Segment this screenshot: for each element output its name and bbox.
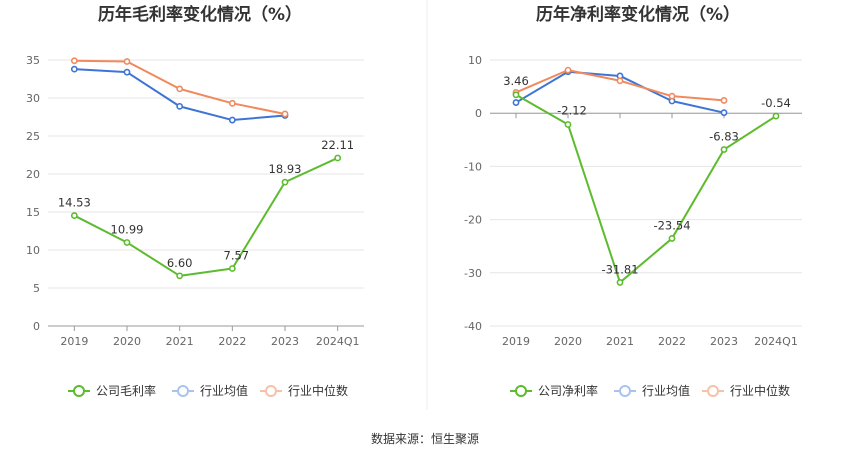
data-label: 22.11	[321, 138, 354, 152]
data-point	[123, 68, 131, 76]
data-point	[616, 77, 624, 85]
x-tick-label: 2022	[658, 335, 686, 348]
data-point	[123, 239, 131, 246]
legend-label: 公司毛利率	[96, 383, 156, 398]
data-point	[281, 178, 289, 186]
x-tick-label: 2024Q1	[316, 335, 360, 348]
data-label: -23.54	[653, 218, 690, 232]
data-point	[512, 91, 520, 99]
chart-title: 历年净利率变化情况（%）	[536, 4, 740, 25]
y-tick-label: -40	[464, 320, 482, 333]
legend-label: 公司净利率	[538, 383, 598, 398]
data-point	[70, 212, 78, 219]
series-line	[515, 93, 777, 284]
data-point	[772, 112, 780, 120]
legend-marker	[265, 385, 277, 397]
series-line	[73, 157, 339, 277]
y-tick-label: -10	[464, 160, 482, 173]
y-tick-label: 20	[26, 168, 40, 181]
y-tick-label: 35	[26, 54, 40, 67]
data-label: 3.46	[503, 74, 529, 88]
data-point	[720, 109, 728, 117]
data-point	[228, 99, 236, 107]
x-tick-label: 2022	[218, 335, 246, 348]
x-tick-label: 2021	[606, 335, 634, 348]
x-tick-label: 2019	[502, 335, 530, 348]
y-tick-label: 0	[33, 320, 40, 333]
data-point	[281, 110, 289, 118]
series-line	[74, 68, 286, 122]
legend-marker	[177, 385, 189, 397]
data-label: 6.60	[167, 256, 193, 270]
data-label: 7.57	[224, 248, 250, 262]
data-point	[668, 235, 676, 242]
data-point	[512, 99, 520, 106]
data-point	[334, 154, 342, 162]
legend-label: 行业中位数	[730, 383, 790, 398]
data-label: -6.83	[709, 130, 739, 144]
y-tick-label: 10	[26, 244, 40, 257]
x-tick-label: 2021	[166, 335, 194, 348]
y-tick-label: 15	[26, 206, 40, 219]
data-point	[720, 146, 728, 153]
y-tick-label: 0	[475, 107, 482, 120]
data-point	[70, 57, 78, 65]
x-tick-label: 2020	[113, 335, 141, 348]
x-tick-label: 2024Q1	[754, 335, 798, 348]
data-point	[720, 97, 728, 104]
legend-marker	[707, 385, 719, 397]
data-source-note: 数据来源：恒生聚源	[371, 431, 479, 446]
legend-marker	[515, 385, 527, 397]
y-tick-label: 5	[33, 282, 40, 295]
data-point	[564, 121, 572, 128]
gross-margin-chart: 历年毛利率变化情况（%） 0 5 10 15 20 25 30 35 2019 2020 2021 20…	[26, 4, 364, 398]
data-label: 18.93	[269, 162, 302, 176]
x-tick-label: 2019	[60, 335, 88, 348]
data-label: -31.81	[601, 262, 638, 276]
y-tick-label: 10	[468, 54, 482, 67]
data-point	[70, 65, 78, 73]
data-point	[228, 116, 236, 124]
data-point	[176, 85, 184, 93]
data-label: 14.53	[58, 196, 91, 210]
legend-label: 行业中位数	[288, 383, 348, 398]
data-point	[176, 272, 184, 280]
y-tick-label: -30	[464, 267, 482, 280]
x-tick-label: 2023	[710, 335, 738, 348]
data-label: -2.12	[557, 103, 587, 117]
legend-marker	[619, 385, 631, 397]
x-tick-label: 2020	[554, 335, 582, 348]
data-point	[668, 92, 676, 100]
legend-label: 行业均值	[642, 383, 690, 398]
y-tick-label: -20	[464, 214, 482, 227]
data-point	[176, 102, 184, 110]
data-point	[123, 58, 131, 65]
net-margin-chart: 历年净利率变化情况（%） -40 -30 -20 -10 0 10 2019 2020 2021 2…	[464, 4, 802, 398]
legend-label: 行业均值	[200, 383, 248, 398]
y-tick-label: 30	[26, 92, 40, 105]
x-tick-label: 2023	[271, 335, 299, 348]
data-label: 10.99	[111, 222, 144, 236]
data-point	[228, 265, 236, 272]
data-point	[564, 66, 572, 74]
legend-marker	[73, 385, 85, 397]
chart-title: 历年毛利率变化情况（%）	[98, 4, 302, 25]
y-tick-label: 25	[26, 130, 40, 143]
data-label: -0.54	[761, 96, 791, 110]
data-point	[616, 279, 624, 286]
